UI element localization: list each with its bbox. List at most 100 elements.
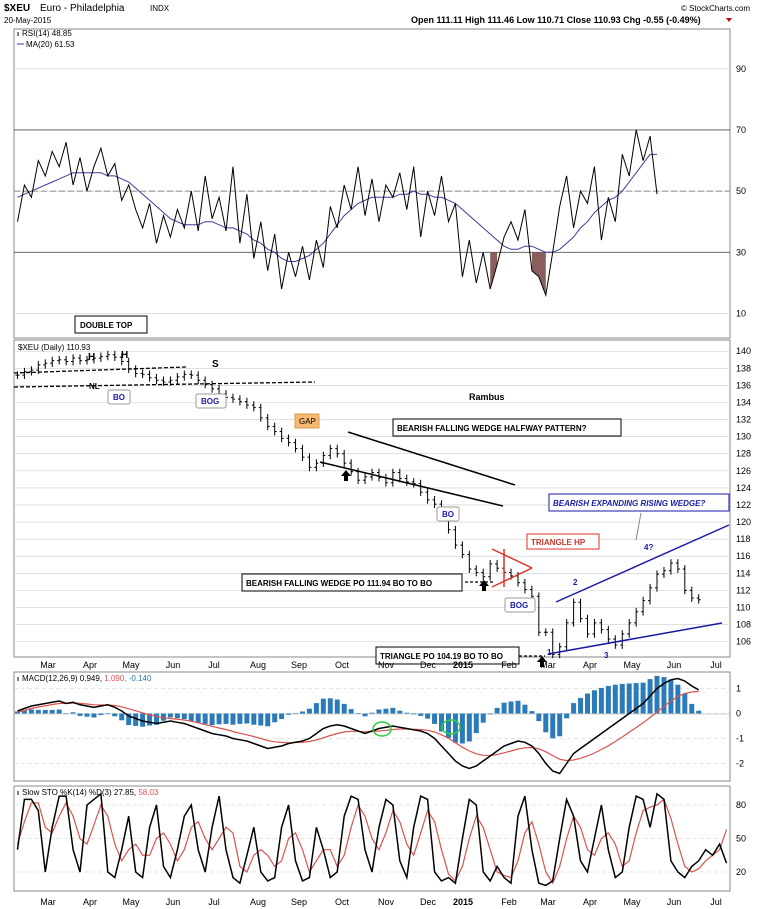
histogram-bar bbox=[550, 713, 556, 739]
price-bar bbox=[349, 459, 354, 476]
price-bar bbox=[488, 560, 493, 581]
macd-legend-value: 0.949, bbox=[80, 674, 104, 683]
price-bar bbox=[495, 560, 500, 573]
bog-box-2 bbox=[504, 597, 536, 613]
histogram-bar bbox=[160, 713, 166, 721]
histogram-bar bbox=[286, 713, 292, 715]
histogram-bar bbox=[181, 713, 187, 720]
price-bar bbox=[627, 618, 632, 638]
x-tick-label: Oct bbox=[335, 897, 350, 907]
histogram-bar bbox=[418, 713, 424, 716]
histogram-bar bbox=[605, 685, 611, 714]
histogram-bar bbox=[77, 713, 83, 716]
triangle-hp-label: TRIANGLE HP bbox=[531, 538, 586, 547]
price-bar bbox=[682, 565, 687, 595]
histogram-bar bbox=[494, 707, 500, 714]
price-bar bbox=[571, 598, 576, 627]
histogram-bar bbox=[522, 704, 528, 714]
chart-date: 20-May-2015 bbox=[4, 16, 52, 25]
histogram-bar bbox=[70, 712, 76, 714]
price-bar bbox=[112, 350, 117, 362]
price-bar bbox=[425, 488, 430, 504]
price-bar bbox=[481, 568, 486, 581]
histogram-bar bbox=[167, 713, 173, 718]
price-bar bbox=[460, 541, 465, 559]
histogram-bar bbox=[272, 713, 278, 723]
rsi-fill-region bbox=[531, 252, 546, 296]
histogram-bar bbox=[584, 693, 590, 714]
macd-panel-frame bbox=[13, 671, 731, 782]
histogram-bar bbox=[98, 713, 104, 716]
histogram-bar bbox=[432, 713, 438, 724]
y-tick-label: 106 bbox=[736, 637, 751, 647]
price-bar bbox=[71, 354, 76, 366]
wedge-po-box bbox=[241, 573, 463, 592]
price-bar bbox=[314, 459, 319, 472]
ohlc-readout: Open 111.11 High 111.46 Low 110.71 Close… bbox=[411, 15, 701, 25]
price-bar bbox=[251, 401, 256, 412]
y-tick-label: 140 bbox=[736, 346, 751, 356]
histogram-bar bbox=[14, 711, 20, 714]
macd-legend-hist: -0.140 bbox=[129, 674, 152, 683]
price-bar bbox=[175, 373, 180, 385]
y-tick-label: 118 bbox=[736, 534, 750, 544]
bog-label-2: BOG bbox=[510, 601, 528, 610]
wedge-upper-line bbox=[347, 431, 516, 486]
head-label-2: H bbox=[121, 350, 128, 361]
y-tick-label: 114 bbox=[736, 568, 750, 578]
sto-k-line bbox=[16, 792, 728, 887]
price-bar bbox=[64, 355, 69, 366]
y-tick-label: 128 bbox=[736, 449, 751, 459]
histogram-bar bbox=[529, 711, 535, 714]
price-bar bbox=[272, 422, 277, 436]
x-tick-label: Jul bbox=[710, 897, 722, 907]
down-arrow-icon bbox=[726, 18, 732, 22]
histogram-bar bbox=[654, 675, 660, 714]
price-bar bbox=[91, 354, 96, 364]
histogram-bar bbox=[480, 713, 486, 723]
price-bar bbox=[397, 468, 402, 483]
histogram-bar bbox=[626, 683, 632, 714]
histogram-bar bbox=[237, 713, 243, 724]
sto-legend: Slow STO %K(14) %D(3) 27.85, 58.03 bbox=[22, 788, 159, 797]
histogram-bar bbox=[112, 713, 118, 717]
x-tick-label: Apr bbox=[583, 660, 597, 670]
y-tick-label: 124 bbox=[736, 483, 751, 493]
gap-label: GAP bbox=[299, 417, 316, 426]
histogram-bar bbox=[668, 679, 674, 714]
histogram-bar bbox=[299, 711, 305, 714]
histogram-bar bbox=[355, 713, 361, 714]
histogram-bar bbox=[244, 713, 250, 724]
x-tick-label: Sep bbox=[291, 897, 307, 907]
histogram-bar bbox=[619, 683, 625, 714]
bo-box-2 bbox=[436, 506, 460, 522]
double-top-label: DOUBLE TOP bbox=[80, 321, 133, 330]
rsi-gridlines: 90 70 50 30 10 bbox=[14, 64, 746, 319]
wedge-po-label: BEARISH FALLING WEDGE PO 111.94 BO TO BO bbox=[246, 579, 432, 588]
wedge-halfway-label: BEARISH FALLING WEDGE HALFWAY PATTERN? bbox=[397, 424, 587, 433]
price-bar bbox=[29, 366, 34, 376]
macd-line bbox=[17, 677, 700, 775]
histogram-bar bbox=[425, 713, 431, 719]
y-tick-label: 1 bbox=[736, 684, 741, 694]
histogram-bar bbox=[411, 713, 417, 715]
macd-legend-name: MACD(12,26,9) bbox=[22, 674, 80, 683]
crossover-circle-2 bbox=[441, 719, 461, 735]
x-tick-label: 2015 bbox=[453, 897, 473, 907]
histogram-bar bbox=[564, 713, 570, 719]
histogram-bar bbox=[119, 713, 125, 721]
histogram-bar bbox=[612, 684, 618, 714]
price-bar bbox=[522, 578, 527, 594]
histogram-bar bbox=[459, 713, 465, 744]
price-bar bbox=[675, 559, 680, 573]
wave-point-3: 3 bbox=[604, 651, 609, 660]
sto-d-line bbox=[16, 798, 728, 885]
histogram-bar bbox=[258, 713, 264, 726]
y-tick-label: 116 bbox=[736, 551, 750, 561]
histogram-bar bbox=[21, 710, 27, 714]
histogram-bar bbox=[633, 683, 639, 714]
price-bar bbox=[661, 566, 666, 578]
wave-point-1: 1 bbox=[547, 648, 552, 657]
histogram-bar bbox=[334, 699, 340, 714]
triangle-po-label: TRIANGLE PO 104.19 BO TO BO bbox=[380, 652, 503, 661]
